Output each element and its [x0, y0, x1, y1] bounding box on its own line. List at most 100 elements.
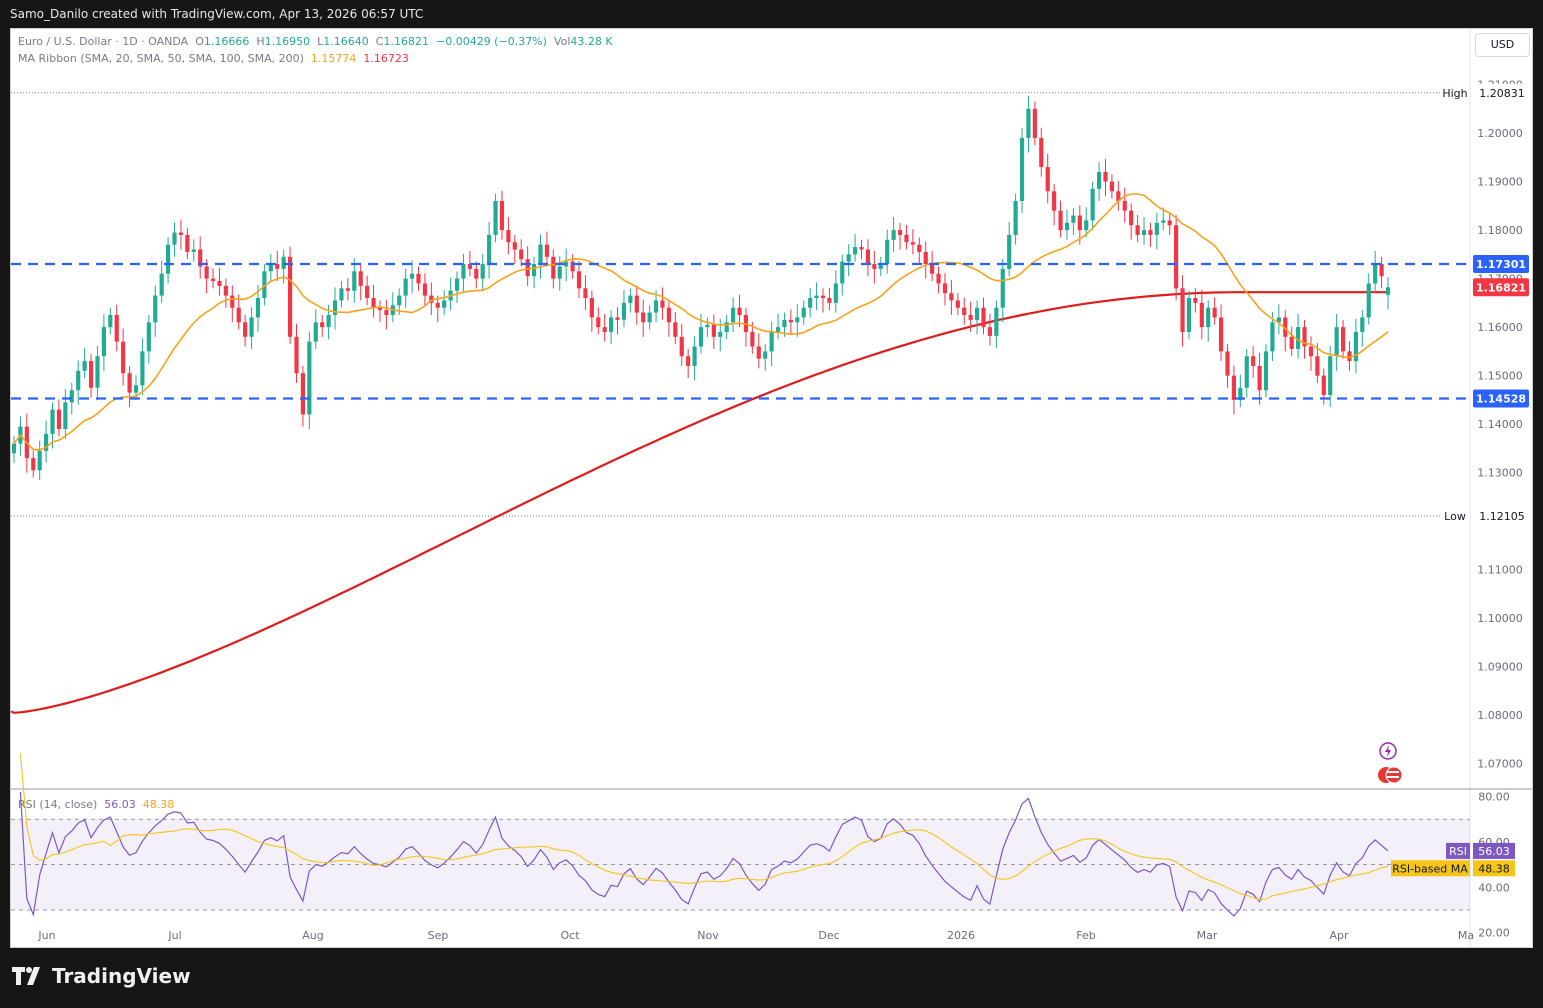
candle [198, 236, 203, 279]
candle [923, 241, 928, 279]
candle [814, 282, 819, 311]
candle-body [621, 302, 627, 320]
candle [974, 300, 980, 335]
candle [140, 338, 145, 396]
candle [910, 229, 915, 255]
candle [1148, 222, 1153, 248]
candle-body [820, 295, 826, 299]
price-axis: 1.070001.080001.090001.100001.110001.120… [1378, 79, 1529, 784]
candle-body [564, 261, 569, 267]
candle [564, 248, 569, 282]
candle-body [801, 307, 806, 318]
last-price-label: 1.16821 [1476, 281, 1526, 294]
candle [371, 284, 376, 318]
candle [1071, 208, 1076, 235]
candle [596, 307, 601, 335]
candle [37, 440, 42, 480]
credit-line: Samo_Danilo created with TradingView.com… [10, 7, 424, 21]
candle [1096, 161, 1102, 201]
candle-body [166, 244, 171, 274]
currency-button[interactable]: USD [1475, 33, 1530, 57]
candle [429, 282, 434, 315]
candle-body [653, 300, 659, 313]
brand-name: TradingView [52, 964, 191, 988]
sma200-line [10, 291, 1388, 714]
candle-body [1064, 222, 1070, 231]
candle [178, 219, 184, 250]
candle [820, 288, 826, 313]
candle [76, 360, 81, 405]
rsi-value-tag: 56.03 [1478, 845, 1510, 858]
candle [332, 287, 338, 330]
candle [801, 300, 806, 325]
candle [223, 278, 228, 308]
candle-body [1353, 331, 1358, 362]
candle-body [275, 264, 280, 269]
candle-body [737, 307, 742, 315]
candle-body [1302, 327, 1307, 347]
candle [281, 249, 286, 284]
price-tick-label: 1.18000 [1477, 224, 1523, 237]
candle-body [31, 458, 36, 471]
candle [358, 264, 363, 301]
rsi-ma-value-tag: 48.38 [1478, 862, 1510, 875]
candle-body [1238, 387, 1243, 400]
candle-body [159, 273, 164, 296]
candle-body [1334, 327, 1339, 357]
price-tick-label: 1.14000 [1477, 418, 1523, 431]
low-label: Low [1444, 510, 1466, 523]
candle [724, 314, 729, 340]
candles [11, 95, 1391, 480]
candle [300, 365, 306, 427]
candle [589, 290, 594, 332]
volume-label: Vol [553, 35, 571, 48]
price-tick-label: 1.15000 [1477, 370, 1523, 383]
candle [936, 266, 941, 294]
lightning-icon-bolt [1385, 745, 1391, 757]
candle-body [955, 300, 960, 308]
candle [435, 295, 440, 323]
symbol-legend: Euro / U.S. Dollar · 1D · OANDA O1.16666… [18, 35, 613, 48]
candle [1135, 215, 1140, 243]
candle [499, 190, 505, 240]
sma20-path [13, 193, 1389, 451]
candle-body [1026, 108, 1031, 138]
candle-body [1257, 365, 1262, 391]
candle-body [204, 266, 209, 279]
candle [1013, 193, 1018, 245]
candle-body [865, 249, 871, 265]
candle-body [1161, 220, 1166, 223]
chart-panel[interactable] [10, 28, 1533, 948]
candle-body [37, 450, 42, 471]
candle [551, 249, 556, 289]
candle [711, 314, 716, 349]
candle-body [82, 361, 87, 371]
candle [1064, 209, 1070, 240]
candle-body [853, 247, 858, 255]
candle [1058, 200, 1063, 238]
candle-body [1379, 264, 1384, 277]
open-label: O [195, 35, 204, 48]
candle-body [795, 317, 800, 323]
candle-body [487, 234, 492, 265]
candle-body [891, 230, 896, 240]
candle-body [949, 293, 954, 301]
candle-body [962, 307, 967, 315]
candle [840, 254, 845, 296]
candle [1360, 310, 1365, 347]
candle-body [1039, 137, 1044, 168]
candle [641, 299, 646, 337]
candle-body [609, 317, 614, 332]
candle [763, 344, 768, 371]
candle-body [307, 341, 312, 415]
candle [1193, 287, 1198, 313]
candle [166, 237, 171, 284]
rsi-tag: RSI [1449, 845, 1467, 858]
candle-body [1263, 351, 1269, 391]
candle [981, 297, 986, 335]
candle [294, 323, 299, 383]
candle-body [1007, 234, 1012, 269]
low-value: 1.16640 [323, 35, 369, 48]
candle-body [1141, 230, 1147, 235]
